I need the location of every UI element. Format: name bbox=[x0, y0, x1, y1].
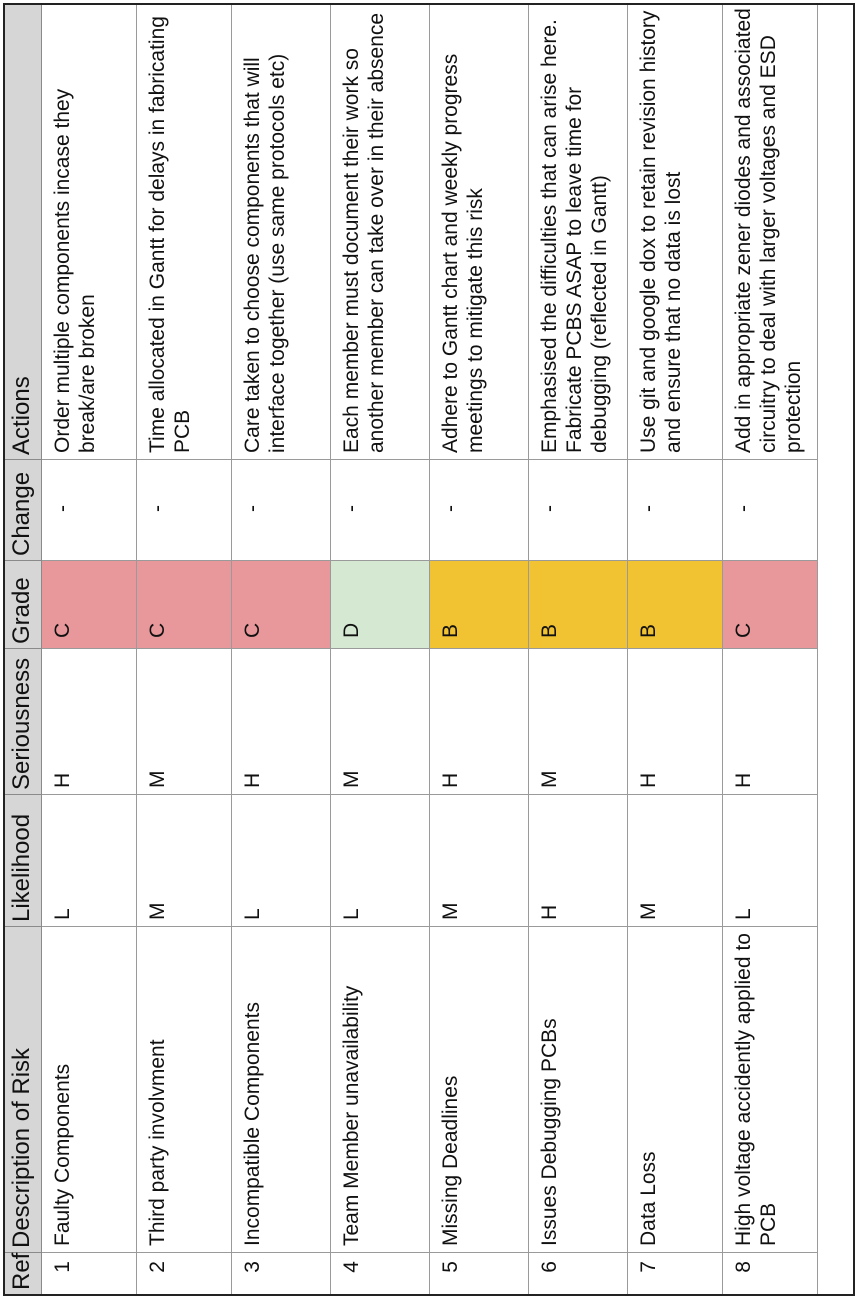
table-row: 5 Missing Deadlines M H B - Adhere to Gantt ch… bbox=[429, 3, 529, 1295]
cell-ref: 6 bbox=[528, 1252, 628, 1295]
cell-ref: 3 bbox=[231, 1252, 331, 1295]
cell-grade: C bbox=[41, 560, 137, 649]
header-likelihood: Likelihood bbox=[4, 794, 42, 927]
cell-likelihood: M bbox=[136, 794, 232, 927]
table-row: 1 Faulty Components L H C - Order multiple com… bbox=[41, 3, 137, 1295]
cell-ref: 4 bbox=[330, 1252, 430, 1295]
header-change: Change bbox=[4, 459, 42, 561]
cell-seriousness: H bbox=[722, 648, 818, 795]
header-seriousness: Seriousness bbox=[4, 648, 42, 795]
cell-likelihood: L bbox=[330, 794, 430, 927]
table-row: 6 Issues Debugging PCBs H M B - Emphasised the… bbox=[528, 3, 628, 1295]
cell-likelihood: M bbox=[627, 794, 723, 927]
cell-grade: C bbox=[722, 560, 818, 649]
header-actions: Actions bbox=[4, 3, 42, 460]
cell-description: Faulty Components bbox=[41, 926, 137, 1253]
table-row: 7 Data Loss M H B - Use git and google dox to … bbox=[627, 3, 723, 1295]
cell-change: - bbox=[429, 459, 529, 561]
table-row: 4 Team Member unavailability L M D - Each memb… bbox=[330, 3, 430, 1295]
header-row: Ref Description of Risk Likelihood Serio… bbox=[4, 3, 42, 1295]
cell-description: Data Loss bbox=[627, 926, 723, 1253]
cell-description: Third party involvment bbox=[136, 926, 232, 1253]
cell-description: Incompatible Components bbox=[231, 926, 331, 1253]
cell-description: Missing Deadlines bbox=[429, 926, 529, 1253]
cell-likelihood: L bbox=[41, 794, 137, 927]
cell-change: - bbox=[136, 459, 232, 561]
cell-ref: 7 bbox=[627, 1252, 723, 1295]
cell-change: - bbox=[627, 459, 723, 561]
cell-change: - bbox=[330, 459, 430, 561]
cell-seriousness: H bbox=[231, 648, 331, 795]
risk-table: Ref Description of Risk Likelihood Serio… bbox=[4, 3, 818, 1295]
header-grade: Grade bbox=[4, 560, 42, 649]
cell-grade: B bbox=[429, 560, 529, 649]
cell-ref: 2 bbox=[136, 1252, 232, 1295]
table-row: 2 Third party involvment M M C - Time allocate… bbox=[136, 3, 232, 1295]
cell-likelihood: L bbox=[231, 794, 331, 927]
cell-seriousness: M bbox=[136, 648, 232, 795]
cell-change: - bbox=[41, 459, 137, 561]
cell-seriousness: M bbox=[528, 648, 628, 795]
cell-actions: Use git and google dox to retain revisio… bbox=[627, 3, 723, 460]
cell-description: High voltage accidently applied to PCB bbox=[722, 926, 818, 1253]
cell-actions: Adhere to Gantt chart and weekly progres… bbox=[429, 3, 529, 460]
cell-ref: 5 bbox=[429, 1252, 529, 1295]
cell-actions: Add in appropriate zener diodes and asso… bbox=[722, 3, 818, 460]
cell-grade: B bbox=[528, 560, 628, 649]
table-row: 8 High voltage accidently applied to PCB L… bbox=[722, 3, 818, 1295]
cell-grade: B bbox=[627, 560, 723, 649]
cell-actions: Time allocated in Gantt for delays in fa… bbox=[136, 3, 232, 460]
table-row: 3 Incompatible Components L H C - Care taken t… bbox=[231, 3, 331, 1295]
cell-change: - bbox=[528, 459, 628, 561]
cell-actions: Each member must document their work so … bbox=[330, 3, 430, 460]
cell-ref: 8 bbox=[722, 1252, 818, 1295]
cell-likelihood: L bbox=[722, 794, 818, 927]
header-description: Description of Risk bbox=[4, 926, 42, 1253]
cell-seriousness: H bbox=[627, 648, 723, 795]
cell-seriousness: H bbox=[429, 648, 529, 795]
cell-actions: Emphasised the difficulties that can ari… bbox=[528, 3, 628, 460]
cell-description: Team Member unavailability bbox=[330, 926, 430, 1253]
cell-actions: Care taken to choose components that wil… bbox=[231, 3, 331, 460]
cell-likelihood: H bbox=[528, 794, 628, 927]
cell-change: - bbox=[231, 459, 331, 561]
cell-grade: C bbox=[136, 560, 232, 649]
cell-grade: D bbox=[330, 560, 430, 649]
cell-actions: Order multiple components incase they br… bbox=[41, 3, 137, 460]
cell-description: Issues Debugging PCBs bbox=[528, 926, 628, 1253]
cell-seriousness: M bbox=[330, 648, 430, 795]
header-ref: Ref bbox=[4, 1252, 42, 1295]
cell-likelihood: M bbox=[429, 794, 529, 927]
cell-change: - bbox=[722, 459, 818, 561]
cell-seriousness: H bbox=[41, 648, 137, 795]
cell-ref: 1 bbox=[41, 1252, 137, 1295]
cell-grade: C bbox=[231, 560, 331, 649]
